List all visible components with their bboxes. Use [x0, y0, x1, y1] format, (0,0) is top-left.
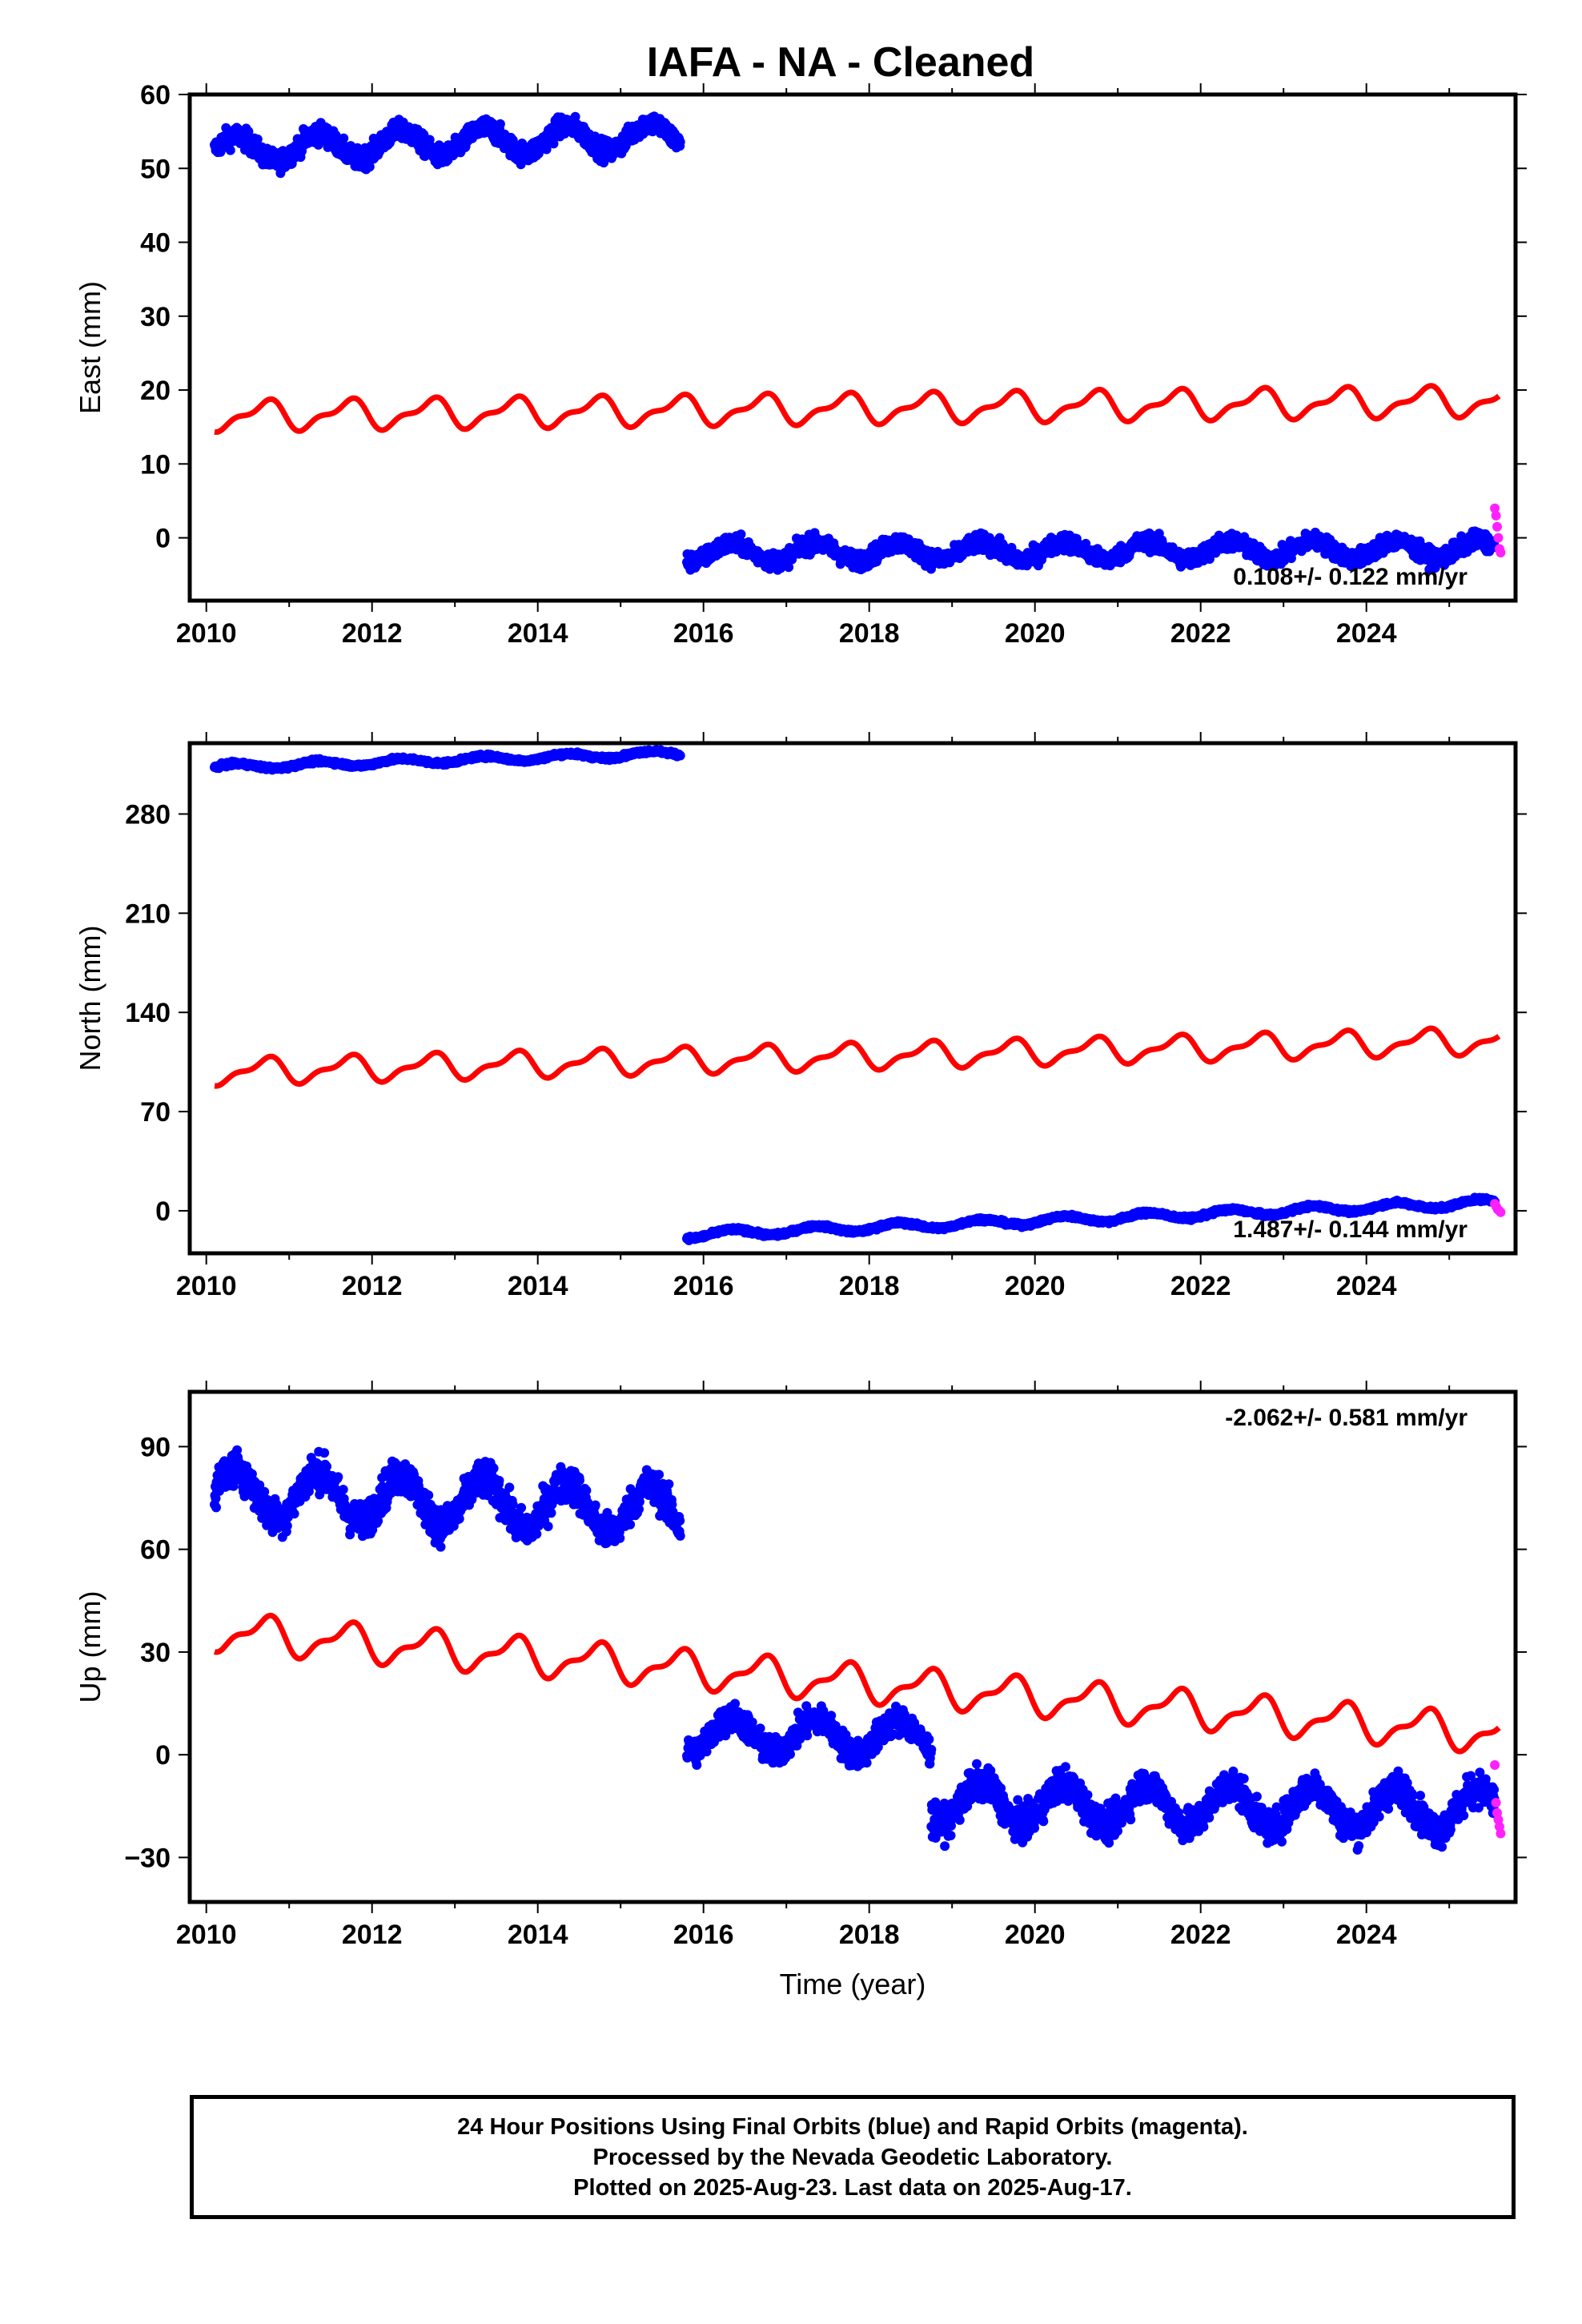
x-tick-label: 2010: [176, 618, 237, 649]
x-tick-label: 2016: [673, 618, 734, 649]
y-tick-label: 70: [140, 1097, 171, 1128]
y-tick-label: 280: [125, 799, 171, 830]
x-tick-label: 2022: [1170, 618, 1231, 649]
y-axis-label: North (mm): [74, 926, 106, 1072]
x-tick-label: 2012: [342, 618, 403, 649]
rate-label: 0.108+/- 0.122 mm/yr: [1233, 564, 1468, 590]
final-point: [225, 145, 235, 155]
rapid-point: [1493, 533, 1504, 543]
final-point: [339, 133, 349, 143]
x-tick-label: 2010: [176, 1271, 237, 1301]
x-tick-label: 2024: [1336, 618, 1397, 649]
chart-title: IAFA - NA - Cleaned: [647, 39, 1034, 86]
x-tick-label: 2024: [1336, 1271, 1397, 1301]
x-tick-label: 2016: [673, 1271, 734, 1301]
y-tick-label: 40: [140, 228, 171, 259]
x-tick-label: 2012: [342, 1271, 403, 1301]
y-tick-label: 10: [140, 449, 171, 480]
x-tick-label: 2014: [508, 618, 568, 649]
x-tick-label: 2020: [1005, 618, 1066, 649]
final-point: [675, 137, 685, 147]
x-tick-label: 2020: [1005, 1271, 1066, 1301]
rapid-point: [1490, 503, 1500, 513]
plot-frame: [187, 92, 1518, 603]
rapid-point: [1491, 510, 1501, 521]
rapid-point: [1496, 548, 1506, 557]
final-point: [675, 750, 685, 761]
final-point: [784, 562, 794, 573]
x-tick-label: 2018: [839, 1271, 900, 1301]
model-line: [213, 383, 1501, 435]
y-tick-label: 30: [140, 302, 171, 332]
north-panel: 2010 2012 2014 2016 2018 2020 2022 2024 0 70 140 21…: [74, 732, 1527, 1301]
plot-area: [210, 745, 1506, 1245]
final-point: [364, 162, 375, 172]
y-tick-label: 210: [125, 899, 171, 929]
final-point: [252, 134, 263, 144]
y-tick-label: 60: [140, 80, 171, 111]
final-point: [570, 111, 580, 122]
x-tick-label: 2018: [839, 618, 900, 649]
final-point: [736, 529, 746, 540]
x-tick-label: 2014: [508, 1271, 568, 1301]
final-point: [495, 119, 505, 129]
east-panel: 2010 2012 2014 2016 2018 2020 2022 2024 0 10 20 30 4…: [74, 80, 1527, 649]
final-point: [243, 127, 254, 137]
y-tick-label: 20: [140, 376, 171, 406]
y-tick-label: 140: [125, 998, 171, 1028]
x-tick-label: 2022: [1170, 1271, 1231, 1301]
rapid-point: [1492, 521, 1502, 532]
plot-area: [210, 111, 1506, 575]
y-tick-label: 0: [155, 524, 171, 554]
y-axis-label: East (mm): [74, 281, 106, 414]
y-tick-label: 50: [140, 154, 171, 184]
y-tick-label: 0: [155, 1196, 171, 1227]
